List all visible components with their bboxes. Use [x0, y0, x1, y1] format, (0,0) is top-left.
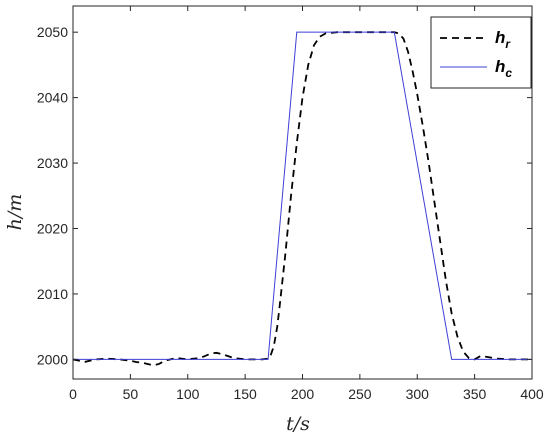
- y-tick-label: 2050: [37, 24, 68, 40]
- legend-label-h-r-main: h: [495, 28, 505, 47]
- legend-box: [430, 16, 532, 89]
- y-tick-label: 2010: [37, 286, 68, 302]
- x-tick-label: 400: [520, 386, 544, 402]
- legend: hr hc: [430, 16, 532, 89]
- x-tick-label: 350: [463, 386, 487, 402]
- series-layer: [72, 31, 532, 367]
- tick-layer: 0 50 100 150 200 250 300 350 400 2000 2010 2020 2030…: [37, 6, 544, 402]
- legend-label-h-r: hr: [495, 28, 511, 51]
- x-tick-label: 50: [123, 386, 139, 402]
- y-tick-label: 2000: [37, 351, 68, 367]
- series-line-h-c: [73, 31, 532, 360]
- legend-label-h-c-sub: c: [505, 66, 512, 80]
- legend-label-h-r-sub: r: [505, 37, 511, 51]
- y-tick-label: 2040: [37, 90, 68, 106]
- series-line-h-r: [72, 31, 532, 367]
- x-tick-label: 100: [176, 386, 200, 402]
- legend-label-h-c: hc: [495, 57, 512, 80]
- x-tick-label: 250: [348, 386, 372, 402]
- x-tick-label: 200: [291, 386, 315, 402]
- x-axis-label: t/s: [286, 413, 310, 435]
- y-tick-label: 2020: [37, 220, 68, 236]
- y-axis-label: h/m: [4, 194, 26, 231]
- x-tick-label: 150: [233, 386, 257, 402]
- x-tick-label: 0: [69, 386, 77, 402]
- legend-label-h-c-main: h: [495, 57, 505, 76]
- y-tick-label: 2030: [37, 155, 68, 171]
- x-tick-label: 300: [406, 386, 430, 402]
